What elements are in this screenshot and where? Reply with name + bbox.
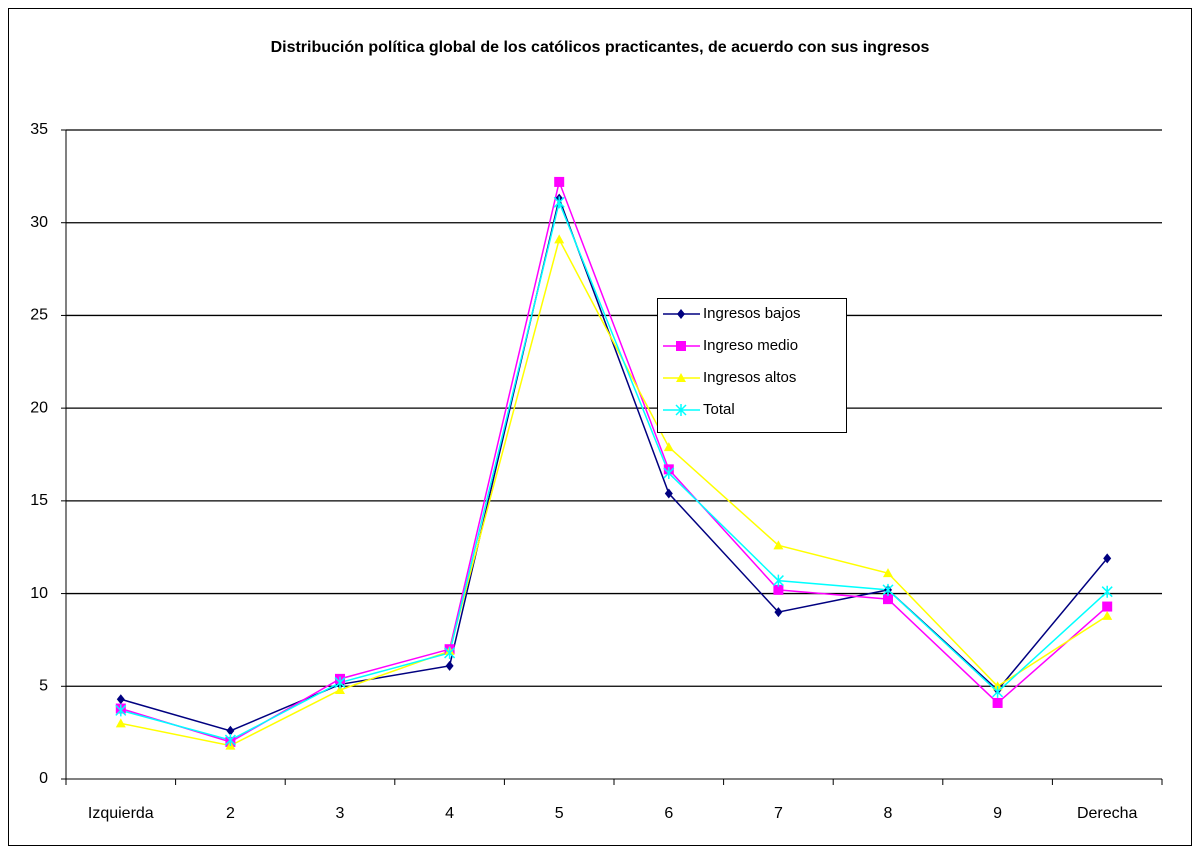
x-tick-label: Derecha	[1077, 805, 1138, 822]
marker	[883, 568, 893, 578]
marker	[677, 309, 685, 319]
x-tick-label: 7	[774, 805, 783, 822]
series-line	[120, 179, 1108, 743]
marker	[663, 467, 675, 480]
x-tick-label: 2	[226, 805, 235, 822]
x-tick-label: 6	[664, 805, 673, 822]
series-line	[120, 237, 1108, 747]
y-tick-label: 0	[39, 770, 48, 787]
marker	[883, 594, 893, 605]
legend-label: Ingreso medio	[703, 337, 798, 354]
x-tick-label: 5	[555, 805, 564, 822]
y-tick-label: 35	[30, 121, 48, 138]
x-tick-label: 4	[445, 805, 454, 822]
series-line	[120, 199, 1108, 741]
marker	[445, 660, 454, 671]
x-tick-label: 8	[884, 805, 893, 822]
marker	[1103, 553, 1112, 564]
y-tick-label: 10	[30, 585, 48, 602]
x-tick-label: 9	[993, 805, 1002, 822]
marker	[992, 697, 1003, 708]
marker	[335, 684, 345, 694]
legend: Ingresos bajos Ingreso medio Ingresos alto…	[657, 298, 847, 433]
marker	[675, 404, 687, 416]
marker	[554, 234, 565, 244]
marker	[224, 734, 236, 747]
marker	[882, 583, 894, 596]
legend-label: Total	[703, 401, 735, 418]
marker	[116, 694, 125, 705]
marker	[444, 646, 456, 659]
y-tick-label: 5	[39, 678, 48, 695]
marker	[773, 540, 784, 550]
y-tick-label: 30	[30, 214, 48, 231]
y-tick-label: 20	[30, 399, 48, 416]
x-tick-label: Izquierda	[88, 805, 154, 822]
marker	[115, 704, 127, 717]
marker	[664, 488, 673, 499]
x-tick-label: 3	[336, 805, 345, 822]
marker	[773, 584, 784, 595]
marker	[553, 196, 565, 209]
marker	[115, 718, 126, 728]
marker	[1101, 585, 1113, 598]
marker	[226, 725, 235, 736]
chart-title: Distribución política global de los cató…	[271, 39, 930, 56]
marker	[663, 442, 674, 452]
marker	[992, 681, 1003, 691]
legend-label: Ingresos bajos	[703, 305, 801, 322]
marker	[774, 607, 783, 618]
chart-frame	[8, 8, 1192, 846]
y-tick-label: 15	[30, 492, 48, 509]
marker	[1102, 601, 1113, 612]
marker	[992, 685, 1004, 698]
y-tick-label: 25	[30, 307, 48, 324]
marker	[1102, 610, 1113, 620]
marker	[676, 373, 686, 382]
legend-label: Ingresos altos	[703, 369, 796, 386]
marker	[772, 574, 784, 587]
marker	[554, 176, 565, 187]
marker	[676, 341, 686, 351]
marker	[334, 676, 346, 689]
